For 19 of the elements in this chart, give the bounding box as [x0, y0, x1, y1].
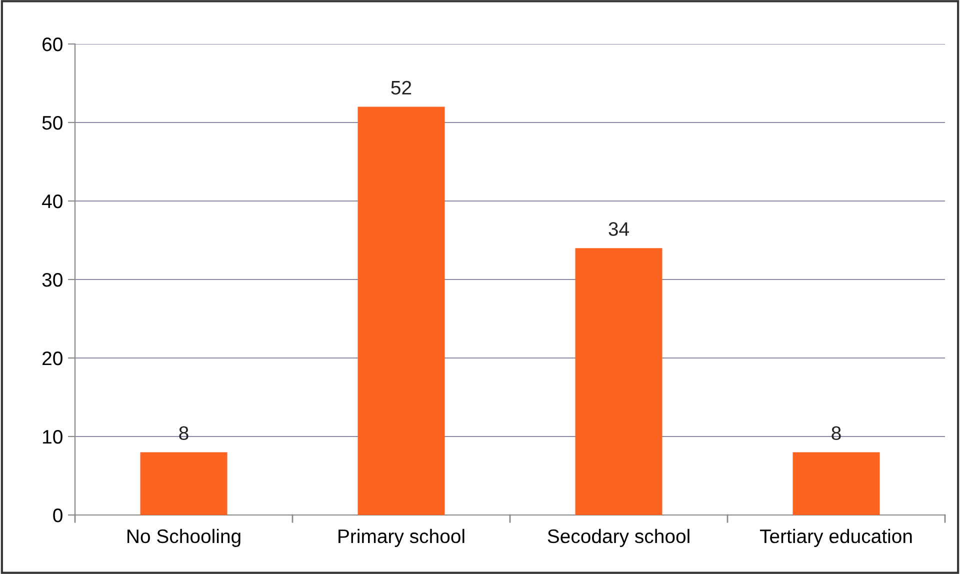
bar	[575, 248, 662, 515]
y-tick-label: 20	[42, 351, 62, 366]
y-tick-label: 0	[53, 508, 62, 522]
data-label: 8	[179, 426, 188, 440]
x-tick-label: No Schooling	[128, 528, 240, 548]
x-tick-label: Primary school	[338, 528, 464, 548]
data-label: 34	[608, 222, 629, 236]
y-tick-label: 50	[42, 116, 62, 130]
x-tick-label: Secodary school	[548, 528, 690, 548]
y-tick-label: 60	[42, 37, 62, 52]
y-tick-label: 30	[42, 272, 62, 287]
bar	[358, 106, 445, 515]
y-tick-label: 10	[43, 430, 62, 444]
bar	[140, 452, 228, 515]
y-tick-label: 40	[42, 194, 62, 208]
data-label: 52	[391, 80, 412, 95]
x-tick-label: Tertiary education	[760, 528, 912, 548]
bar	[792, 452, 880, 515]
data-label: 8	[832, 426, 841, 440]
